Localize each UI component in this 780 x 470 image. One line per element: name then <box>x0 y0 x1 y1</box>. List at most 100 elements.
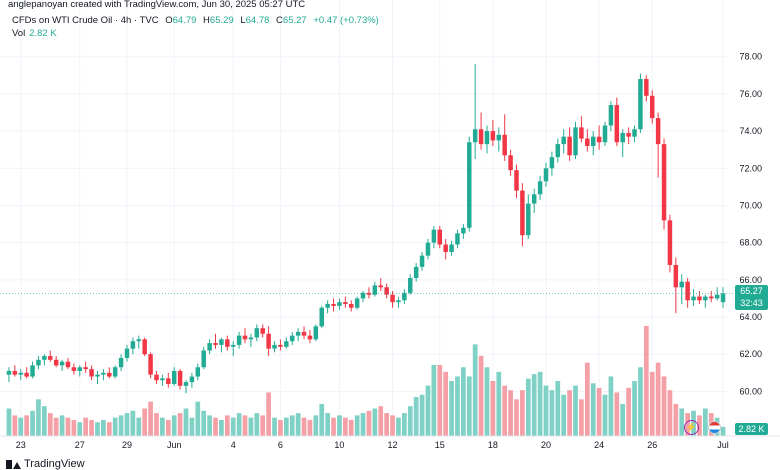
volume-bar <box>254 413 260 436</box>
volume-bar <box>484 367 490 436</box>
candle-body <box>142 339 147 355</box>
volume-bar <box>608 376 614 436</box>
volume-bar <box>354 415 360 436</box>
candle-body <box>472 129 478 143</box>
volume-tag: 2.82 K <box>735 423 768 435</box>
last-price-tag: 65.27 32:43 <box>735 285 768 310</box>
grid <box>0 0 728 436</box>
candle-body <box>419 255 425 267</box>
volume-bar <box>278 419 283 436</box>
candle-body <box>549 157 555 169</box>
volume-bar <box>614 392 620 436</box>
candle-body <box>130 341 136 349</box>
candle-body <box>585 138 590 146</box>
volume-bar <box>242 415 248 436</box>
x-tick-label: 4 <box>231 440 236 450</box>
volume-bar <box>177 413 183 436</box>
candle-body <box>95 374 100 377</box>
candle-body <box>496 134 502 141</box>
candle-body <box>543 168 549 182</box>
candle-body <box>626 132 631 137</box>
created-by-line: anglepanoyan created with TradingView.co… <box>8 0 306 10</box>
candle-body <box>272 344 277 349</box>
volume-bar <box>295 413 301 436</box>
volume-bar <box>148 401 153 436</box>
candle-body <box>413 266 419 278</box>
volume-bar <box>201 410 207 436</box>
volume-bar <box>384 413 390 436</box>
volume-bar <box>53 417 59 436</box>
volume-bar <box>720 426 726 436</box>
volume-bar <box>307 419 313 436</box>
volume-bar <box>118 415 124 436</box>
us-flag-icon[interactable] <box>708 421 721 434</box>
symbol-title[interactable]: CFDs on WTI Crude Oil · 4h · TVC <box>12 15 159 26</box>
candle-body <box>614 105 620 143</box>
candle-body <box>437 229 443 245</box>
candle-body <box>219 339 224 345</box>
time-axis[interactable]: 23 27 29 Jun 4 6 10 12 15 18 20 24 26 Jul <box>16 440 729 450</box>
volume-bar <box>24 415 30 436</box>
candle-body <box>313 326 319 340</box>
candle-body <box>514 170 519 191</box>
volume-bar <box>466 376 472 436</box>
volume-bar <box>183 408 189 436</box>
volume-bar <box>36 399 41 436</box>
x-tick-label: 20 <box>541 440 551 450</box>
volume-value: 2.82 K <box>29 28 57 39</box>
y-tick-label: 64.00 <box>739 312 762 322</box>
volume-legend: Vol 2.82 K <box>12 28 57 39</box>
volume-bar <box>331 417 336 436</box>
volume-bar <box>602 394 608 436</box>
volume-bar <box>95 422 100 436</box>
volume-bar <box>567 390 572 436</box>
candle-body <box>183 382 189 386</box>
candle-body <box>343 302 348 305</box>
candle-body <box>425 242 431 256</box>
candle-body <box>301 331 307 336</box>
candle-body <box>337 302 342 306</box>
volume-bar <box>366 410 372 436</box>
volume-bar <box>443 371 449 436</box>
candle-body <box>608 105 614 126</box>
volume-bar <box>195 401 201 436</box>
candle-body <box>402 292 407 301</box>
volume-bar <box>142 408 148 436</box>
candle-body <box>6 370 12 375</box>
volume-bar <box>702 408 708 436</box>
candle-body <box>307 335 313 340</box>
candle-body <box>360 292 366 299</box>
volume-bar <box>461 367 466 436</box>
y-tick-label: 62.00 <box>739 349 762 359</box>
volume-bar <box>59 415 65 436</box>
candle-body <box>18 372 23 375</box>
candle-body <box>213 343 218 345</box>
candle-body <box>266 333 271 349</box>
y-tick-label: 76.00 <box>739 89 762 99</box>
volume-label: Vol <box>12 28 26 39</box>
candle-body <box>537 181 543 195</box>
candles <box>6 64 726 394</box>
volume-bar <box>520 390 525 436</box>
candle-body <box>48 356 53 360</box>
volume-bar <box>272 417 277 436</box>
volume-bar <box>455 376 460 436</box>
candle-body <box>118 357 124 368</box>
price-axis[interactable]: 60.00 62.00 64.00 66.00 68.00 70.00 72.00 74.00… <box>739 52 762 397</box>
volume-bar <box>266 392 271 436</box>
candle-body <box>478 129 484 145</box>
volume-bar <box>319 403 325 436</box>
volume-bar <box>478 355 484 436</box>
volume-bar <box>655 362 661 436</box>
volume-bar <box>402 413 407 436</box>
volume-bar <box>6 408 12 436</box>
volume-bar <box>236 413 242 436</box>
footer-brand: TradingView <box>6 458 85 470</box>
candle-body <box>697 296 702 301</box>
volume-bar <box>342 417 348 436</box>
candle-body <box>661 144 667 221</box>
volume-bar <box>531 374 537 436</box>
symbol-legend: CFDs on WTI Crude Oil · 4h · TVC O64.79 … <box>12 15 379 26</box>
volume-bar <box>189 417 195 436</box>
lightning-icon[interactable]: ⚡ <box>684 420 699 435</box>
